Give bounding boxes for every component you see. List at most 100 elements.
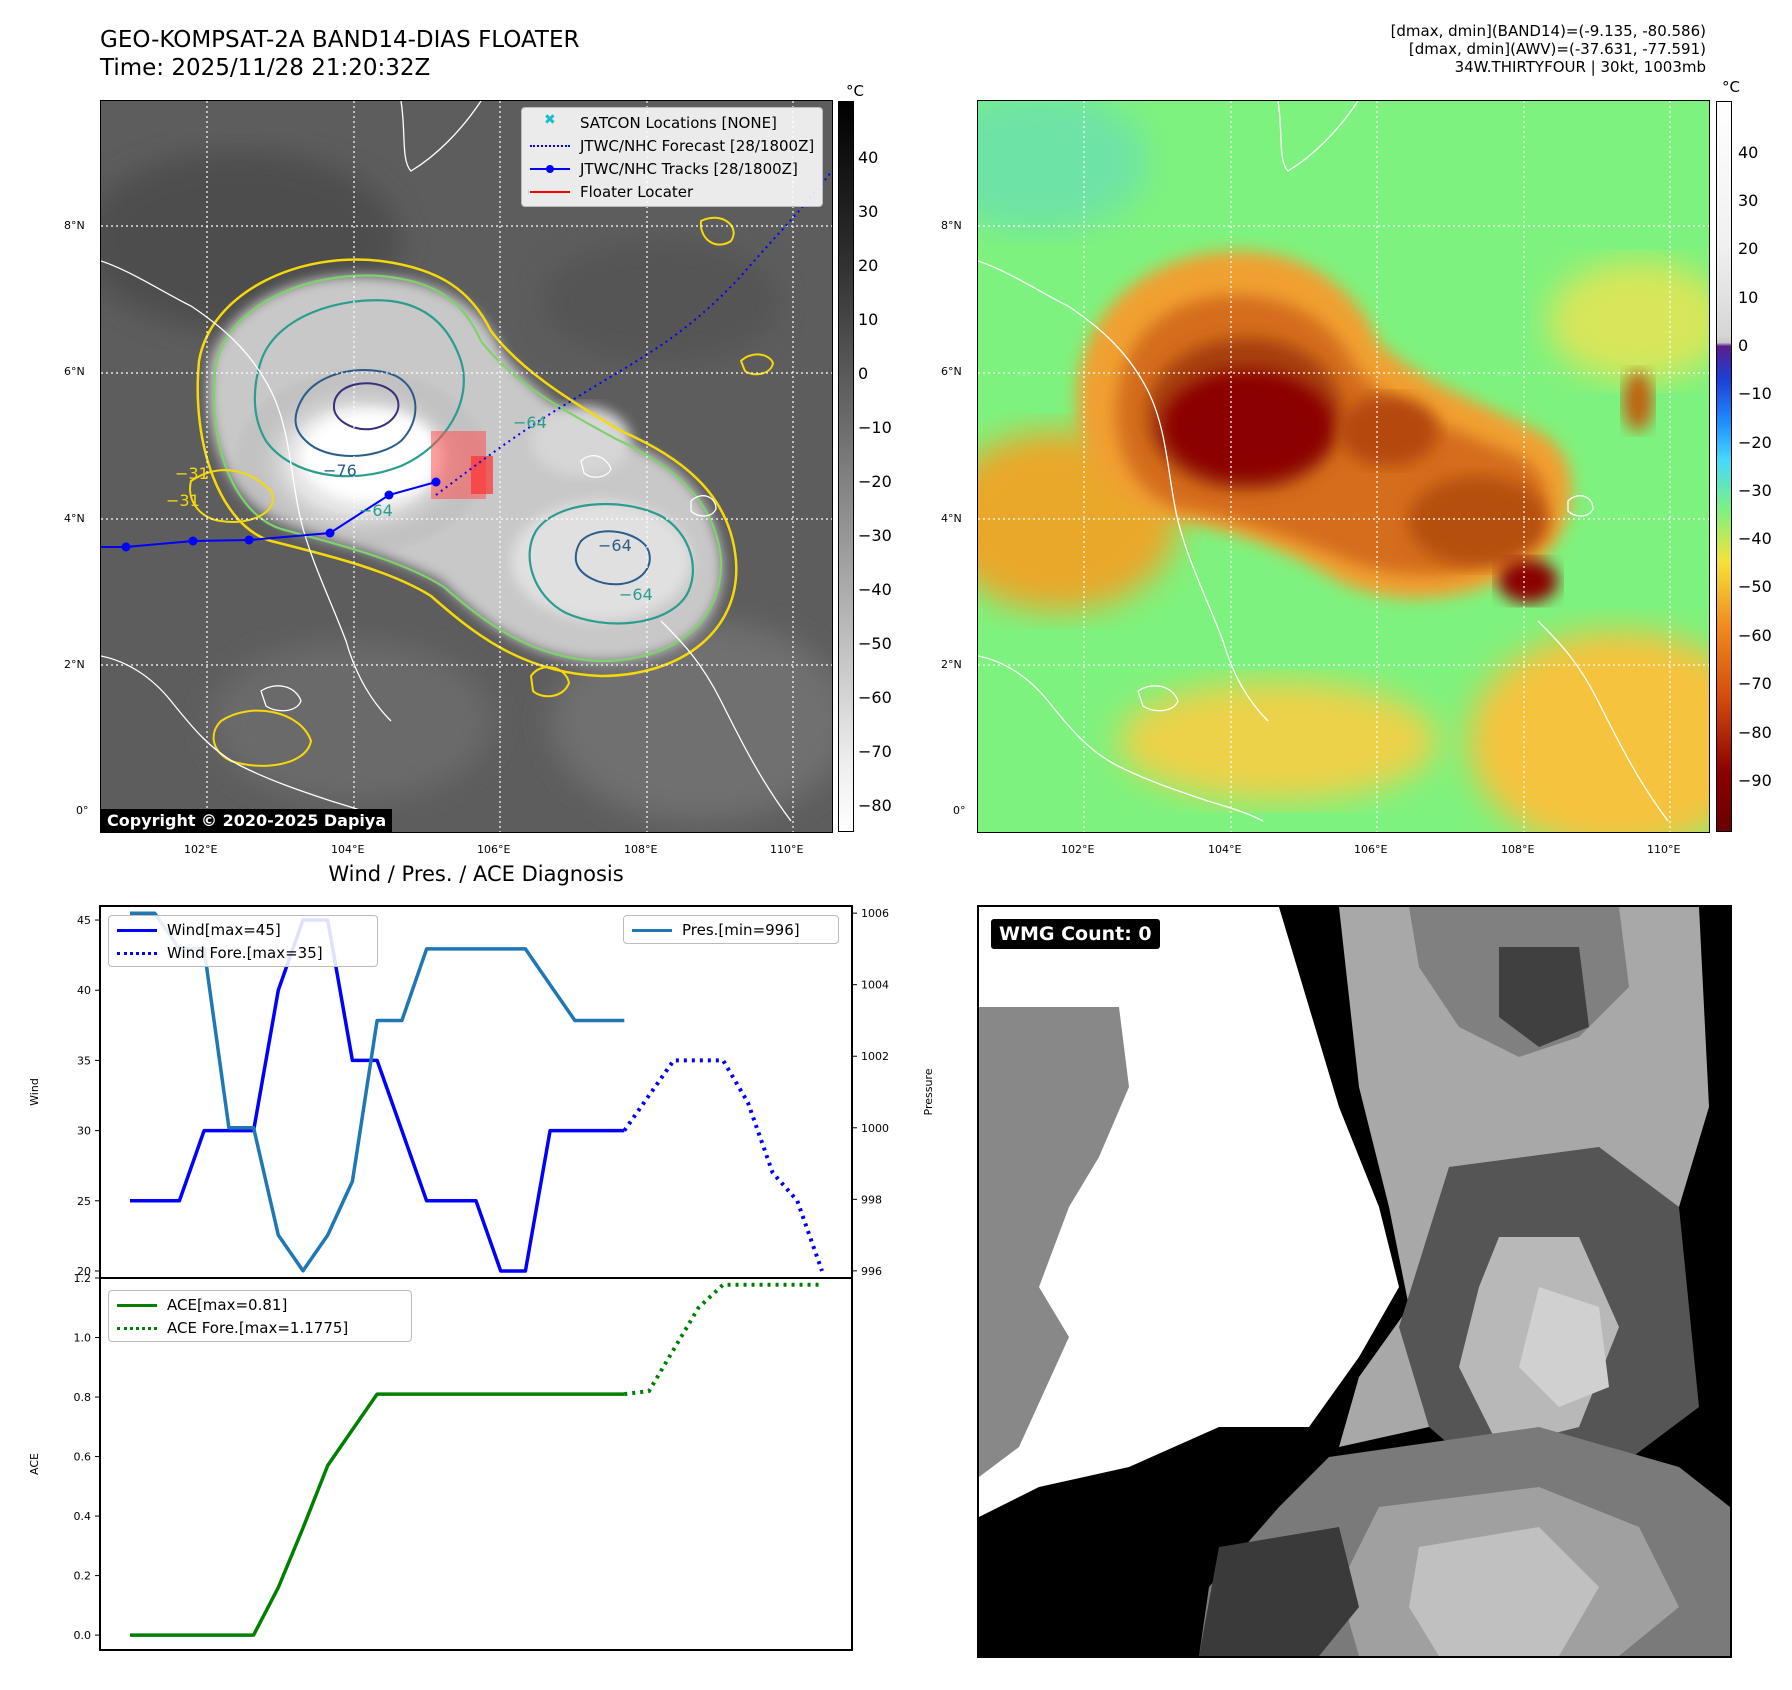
copyright: Copyright © 2020-2025 Dapiya <box>101 809 393 832</box>
legend-item-ace: ACE[max=0.81] <box>109 1293 411 1316</box>
y-tick-label: 25 <box>77 1195 91 1208</box>
legend-label: SATCON Locations [NONE] <box>580 113 777 132</box>
y-tick-label: 45 <box>77 914 91 927</box>
lon-tick: 102°E <box>1061 843 1095 856</box>
lat-tick: 0° <box>76 804 89 817</box>
legend-label: JTWC/NHC Tracks [28/1800Z] <box>580 159 798 178</box>
lon-tick: 106°E <box>477 843 511 856</box>
legend-label: ACE[max=0.81] <box>167 1295 288 1314</box>
ace-panel: 0.0 0.2 0.4 0.6 0.8 1.0 1.2 ACE <box>28 1272 853 1651</box>
x-marker-icon: ✖ <box>544 111 556 128</box>
dotted-line-icon <box>530 139 570 153</box>
lon-tick: 102°E <box>184 843 218 856</box>
series-line <box>130 911 625 1273</box>
y-tick-label: 30 <box>77 1125 91 1138</box>
y-tick-label: 0.6 <box>74 1451 92 1464</box>
info-line-2: [dmax, dmin](AWV)=(-37.631, -77.591) <box>1408 40 1706 58</box>
pressure-legend: Pres.[min=996] <box>623 915 839 944</box>
contour-label: −64 <box>359 501 393 520</box>
colorbar-tick: 10 <box>858 310 879 329</box>
red-line-icon <box>530 185 570 199</box>
colorbar-tick: 20 <box>858 256 879 275</box>
y-axis-label: Wind <box>28 1078 41 1106</box>
y-tick-label: 35 <box>77 1054 91 1067</box>
lon-tick: 104°E <box>331 843 365 856</box>
lat-tick: 6°N <box>941 365 962 378</box>
colorbar-tick: −70 <box>858 742 892 761</box>
legend-item-ace-forecast: ACE Fore.[max=1.1775] <box>109 1316 411 1339</box>
legend-item-forecast: JTWC/NHC Forecast [28/1800Z] <box>522 134 822 157</box>
storm-info: [dmax, dmin](BAND14)=(-9.135, -80.586) [… <box>1391 22 1706 76</box>
y-right-tick-label: 996 <box>861 1265 882 1278</box>
colorbar-tick: −30 <box>1738 481 1772 500</box>
lat-tick: 8°N <box>64 219 85 232</box>
colorbar-tick: −40 <box>1738 529 1772 548</box>
colorbar-tick: −60 <box>858 688 892 707</box>
colorbar-tick: −50 <box>858 634 892 653</box>
plot-frame <box>99 1277 853 1651</box>
band14-map-image <box>101 101 832 832</box>
chart-title: GEO-KOMPSAT-2A BAND14-DIAS FLOATER Time:… <box>100 26 580 82</box>
colorbar-tick: −90 <box>1738 771 1772 790</box>
legend-item-tracks: JTWC/NHC Tracks [28/1800Z] <box>522 157 822 180</box>
colorbar-tick: −80 <box>1738 723 1772 742</box>
y-tick-label: 1.0 <box>74 1332 92 1345</box>
ace-legend: ACE[max=0.81] ACE Fore.[max=1.1775] <box>108 1290 412 1342</box>
colorbar-tick: −10 <box>858 418 892 437</box>
colorbar-tick: 0 <box>1738 336 1749 355</box>
legend-label: Pres.[min=996] <box>682 920 800 939</box>
solid-line-icon <box>117 923 157 937</box>
colorbar-tick: 0 <box>858 364 869 383</box>
line-marker-icon <box>530 162 570 176</box>
y-tick-label: 0.0 <box>74 1629 92 1642</box>
legend-item-wind-forecast: Wind Fore.[max=35] <box>109 941 377 964</box>
colorbar-tick: −20 <box>1738 433 1772 452</box>
dotted-line-icon <box>117 946 157 960</box>
colorbar-tick: 30 <box>858 202 879 221</box>
lat-tick: 0° <box>953 804 966 817</box>
lat-tick: 4°N <box>64 512 85 525</box>
colorbar-tick: 10 <box>1738 288 1759 307</box>
wmg-image <box>979 907 1730 1656</box>
y-right-tick-label: 1002 <box>861 1050 889 1063</box>
lon-tick: 108°E <box>1501 843 1535 856</box>
lat-tick: 2°N <box>64 658 85 671</box>
title-line-2: Time: 2025/11/28 21:20:32Z <box>100 55 431 81</box>
y-right-tick-label: 998 <box>861 1193 882 1206</box>
colorbar-unit: °C <box>846 82 864 100</box>
contour-label: −64 <box>513 413 547 432</box>
contour-label: −31 <box>166 491 200 510</box>
lat-tick: 4°N <box>941 512 962 525</box>
y-tick-label: 0.8 <box>74 1391 92 1404</box>
legend-item-wind: Wind[max=45] <box>109 918 377 941</box>
diagnosis-chart: 20 25 30 35 40 45 Wind 996 998 1000 1002 1004 1006 Pr… <box>28 905 935 1651</box>
dotted-line-icon <box>117 1321 157 1335</box>
legend-label: ACE Fore.[max=1.1775] <box>167 1318 349 1337</box>
y-tick-label: 0.4 <box>74 1510 92 1523</box>
band14-gridlines <box>101 101 832 832</box>
legend-item-satcon: ✖ SATCON Locations [NONE] <box>522 111 822 134</box>
series-line <box>624 1282 822 1397</box>
solid-line-icon <box>117 1298 157 1312</box>
y-tick-label: 0.2 <box>74 1570 92 1583</box>
lat-tick: 6°N <box>64 365 85 378</box>
wmg-panel: WMG Count: 0 <box>977 905 1732 1658</box>
colorbar-tick: 30 <box>1738 191 1759 210</box>
colorbar-grayscale <box>838 101 854 832</box>
info-line-1: [dmax, dmin](BAND14)=(-9.135, -80.586) <box>1390 22 1706 40</box>
contour-label: −64 <box>619 585 653 604</box>
info-line-3: 34W.THIRTYFOUR | 30kt, 1003mb <box>1454 58 1706 76</box>
lat-tick: 8°N <box>941 219 962 232</box>
legend-label: JTWC/NHC Forecast [28/1800Z] <box>580 136 815 155</box>
y-tick-label: 20 <box>77 1265 91 1278</box>
y-right-tick-label: 1004 <box>861 979 889 992</box>
colorbar-unit: °C <box>1722 78 1740 96</box>
lon-tick: 110°E <box>770 843 804 856</box>
map-legend: ✖ SATCON Locations [NONE] JTWC/NHC Forec… <box>521 107 823 207</box>
wmg-count-label: WMG Count: 0 <box>991 919 1160 949</box>
contour-label: −31 <box>175 464 209 483</box>
y-axis-label: ACE <box>28 1453 41 1475</box>
series-line <box>130 918 625 1273</box>
y-tick-label: 40 <box>77 984 91 997</box>
lon-tick: 108°E <box>624 843 658 856</box>
